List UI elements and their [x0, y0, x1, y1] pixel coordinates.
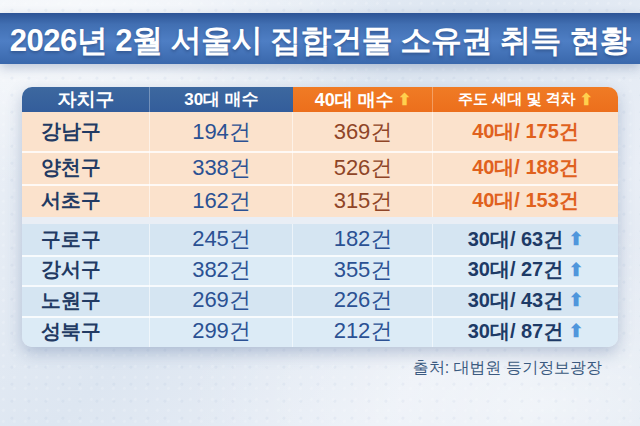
table-row-cell-lead: 30대/ 27건⬆ [433, 255, 618, 286]
title-banner: 2026년 2월 서울시 집합건물 소유권 취득 현황 [0, 13, 640, 64]
data-table: 자치구 30대 매수 40대 매수⬆ 주도 세대 및 격차⬆ 강남구 194건 … [22, 87, 618, 347]
table-row-cell-lead: 30대/ 43건⬆ [433, 285, 618, 316]
table-row-cell-lead: 30대/ 63건⬆ [433, 224, 618, 255]
up-arrow-icon: ⬆ [568, 320, 583, 342]
table-row-cell-district: 강서구 [22, 255, 150, 286]
table-row-cell-40s: 315건 [293, 184, 433, 217]
column-header-40s: 40대 매수⬆ [293, 87, 433, 112]
table-row-cell-district: 구로구 [22, 224, 150, 255]
table-row-cell-30s: 269건 [150, 285, 293, 316]
table-row-cell-lead: 40대/ 188건 [433, 151, 618, 184]
up-arrow-icon: ⬆ [568, 259, 583, 281]
group-divider [22, 217, 618, 224]
table-row-cell-lead: 30대/ 87건⬆ [433, 316, 618, 348]
table-row-cell-40s: 182건 [293, 224, 433, 255]
table-row-cell-district: 서초구 [22, 184, 150, 217]
up-arrow-icon: ⬆ [398, 90, 411, 109]
column-header-30s: 30대 매수 [150, 87, 293, 112]
table-row-cell-40s: 526건 [293, 151, 433, 184]
column-header-district: 자치구 [22, 87, 150, 112]
table-row-cell-40s: 212건 [293, 316, 433, 348]
up-arrow-icon: ⬆ [580, 90, 593, 109]
source-caption: 출처: 대법원 등기정보광장 [413, 358, 602, 379]
up-arrow-icon: ⬆ [568, 289, 583, 311]
table-row-cell-district: 노원구 [22, 285, 150, 316]
table-row-cell-lead: 40대/ 175건 [433, 112, 618, 151]
table-row-cell-30s: 382건 [150, 255, 293, 286]
table-row-cell-40s: 226건 [293, 285, 433, 316]
table-row-cell-40s: 369건 [293, 112, 433, 151]
table-row-cell-district: 양천구 [22, 151, 150, 184]
page-title: 2026년 2월 서울시 집합건물 소유권 취득 현황 [10, 15, 630, 62]
column-header-lead-gap: 주도 세대 및 격차⬆ [433, 87, 618, 112]
table-row-cell-30s: 338건 [150, 151, 293, 184]
table-row-cell-district: 성북구 [22, 316, 150, 348]
table-row-cell-lead: 40대/ 153건 [433, 184, 618, 217]
up-arrow-icon: ⬆ [568, 228, 583, 250]
table-row-cell-30s: 194건 [150, 112, 293, 151]
table-row-cell-district: 강남구 [22, 112, 150, 151]
table-row-cell-40s: 355건 [293, 255, 433, 286]
table-row-cell-30s: 299건 [150, 316, 293, 348]
table-row-cell-30s: 162건 [150, 184, 293, 217]
table-row-cell-30s: 245건 [150, 224, 293, 255]
